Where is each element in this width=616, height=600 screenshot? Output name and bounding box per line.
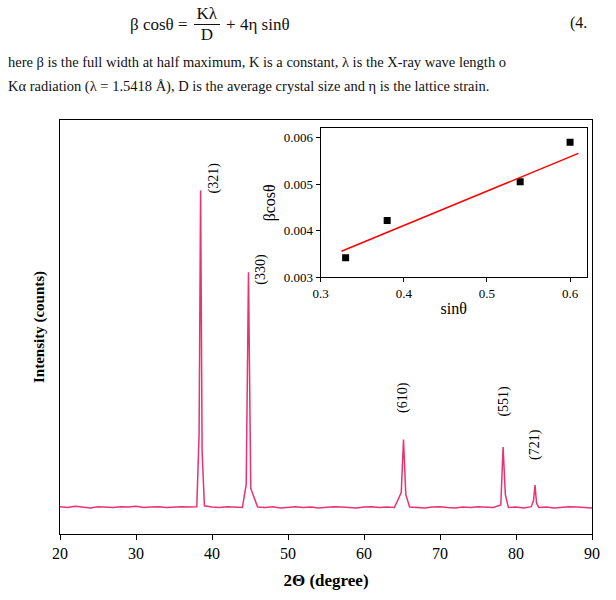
svg-text:0.4: 0.4 [396,286,413,301]
svg-text:2Θ (degree): 2Θ (degree) [283,571,368,590]
html-text:Kα radiation (λ = 1.5418 Å), D: Kα radiation (λ = 1.5418 Å), D is the av… [8,78,490,94]
svg-text:(321): (321) [206,163,222,194]
html-text:Kλ: Kλ [196,4,218,23]
svg-text:30: 30 [128,545,144,562]
svg-text:0.004: 0.004 [284,223,314,238]
html-text:β cosθ =: β cosθ = [130,14,188,34]
svg-text:0.3: 0.3 [313,286,329,301]
html-text:+ 4η sinθ: + 4η sinθ [226,14,290,34]
svg-text:(721): (721) [527,429,543,460]
svg-text:(551): (551) [496,386,512,417]
svg-text:50: 50 [280,545,296,562]
svg-text:90: 90 [584,545,600,562]
svg-text:0.003: 0.003 [284,270,313,285]
svg-text:sinθ: sinθ [441,300,467,317]
html-text:(4.: (4. [570,14,588,31]
svg-text:0.5: 0.5 [479,286,495,301]
svg-text:(610): (610) [395,382,411,413]
svg-text:0.006: 0.006 [284,130,314,145]
svg-text:70: 70 [432,545,448,562]
svg-text:20: 20 [52,545,68,562]
svg-text:βcosθ: βcosθ [261,184,279,221]
svg-text:80: 80 [508,545,524,562]
svg-text:Intensity (counts): Intensity (counts) [31,271,48,383]
svg-text:0.005: 0.005 [284,177,313,192]
html-text:D: D [200,25,213,44]
svg-text:(330): (330) [253,254,269,285]
svg-text:60: 60 [356,545,372,562]
html-text:here β is the full width at ha: here β is the full width at half maximum… [8,54,506,70]
svg-text:0.6: 0.6 [562,286,579,301]
svg-text:40: 40 [204,545,220,562]
